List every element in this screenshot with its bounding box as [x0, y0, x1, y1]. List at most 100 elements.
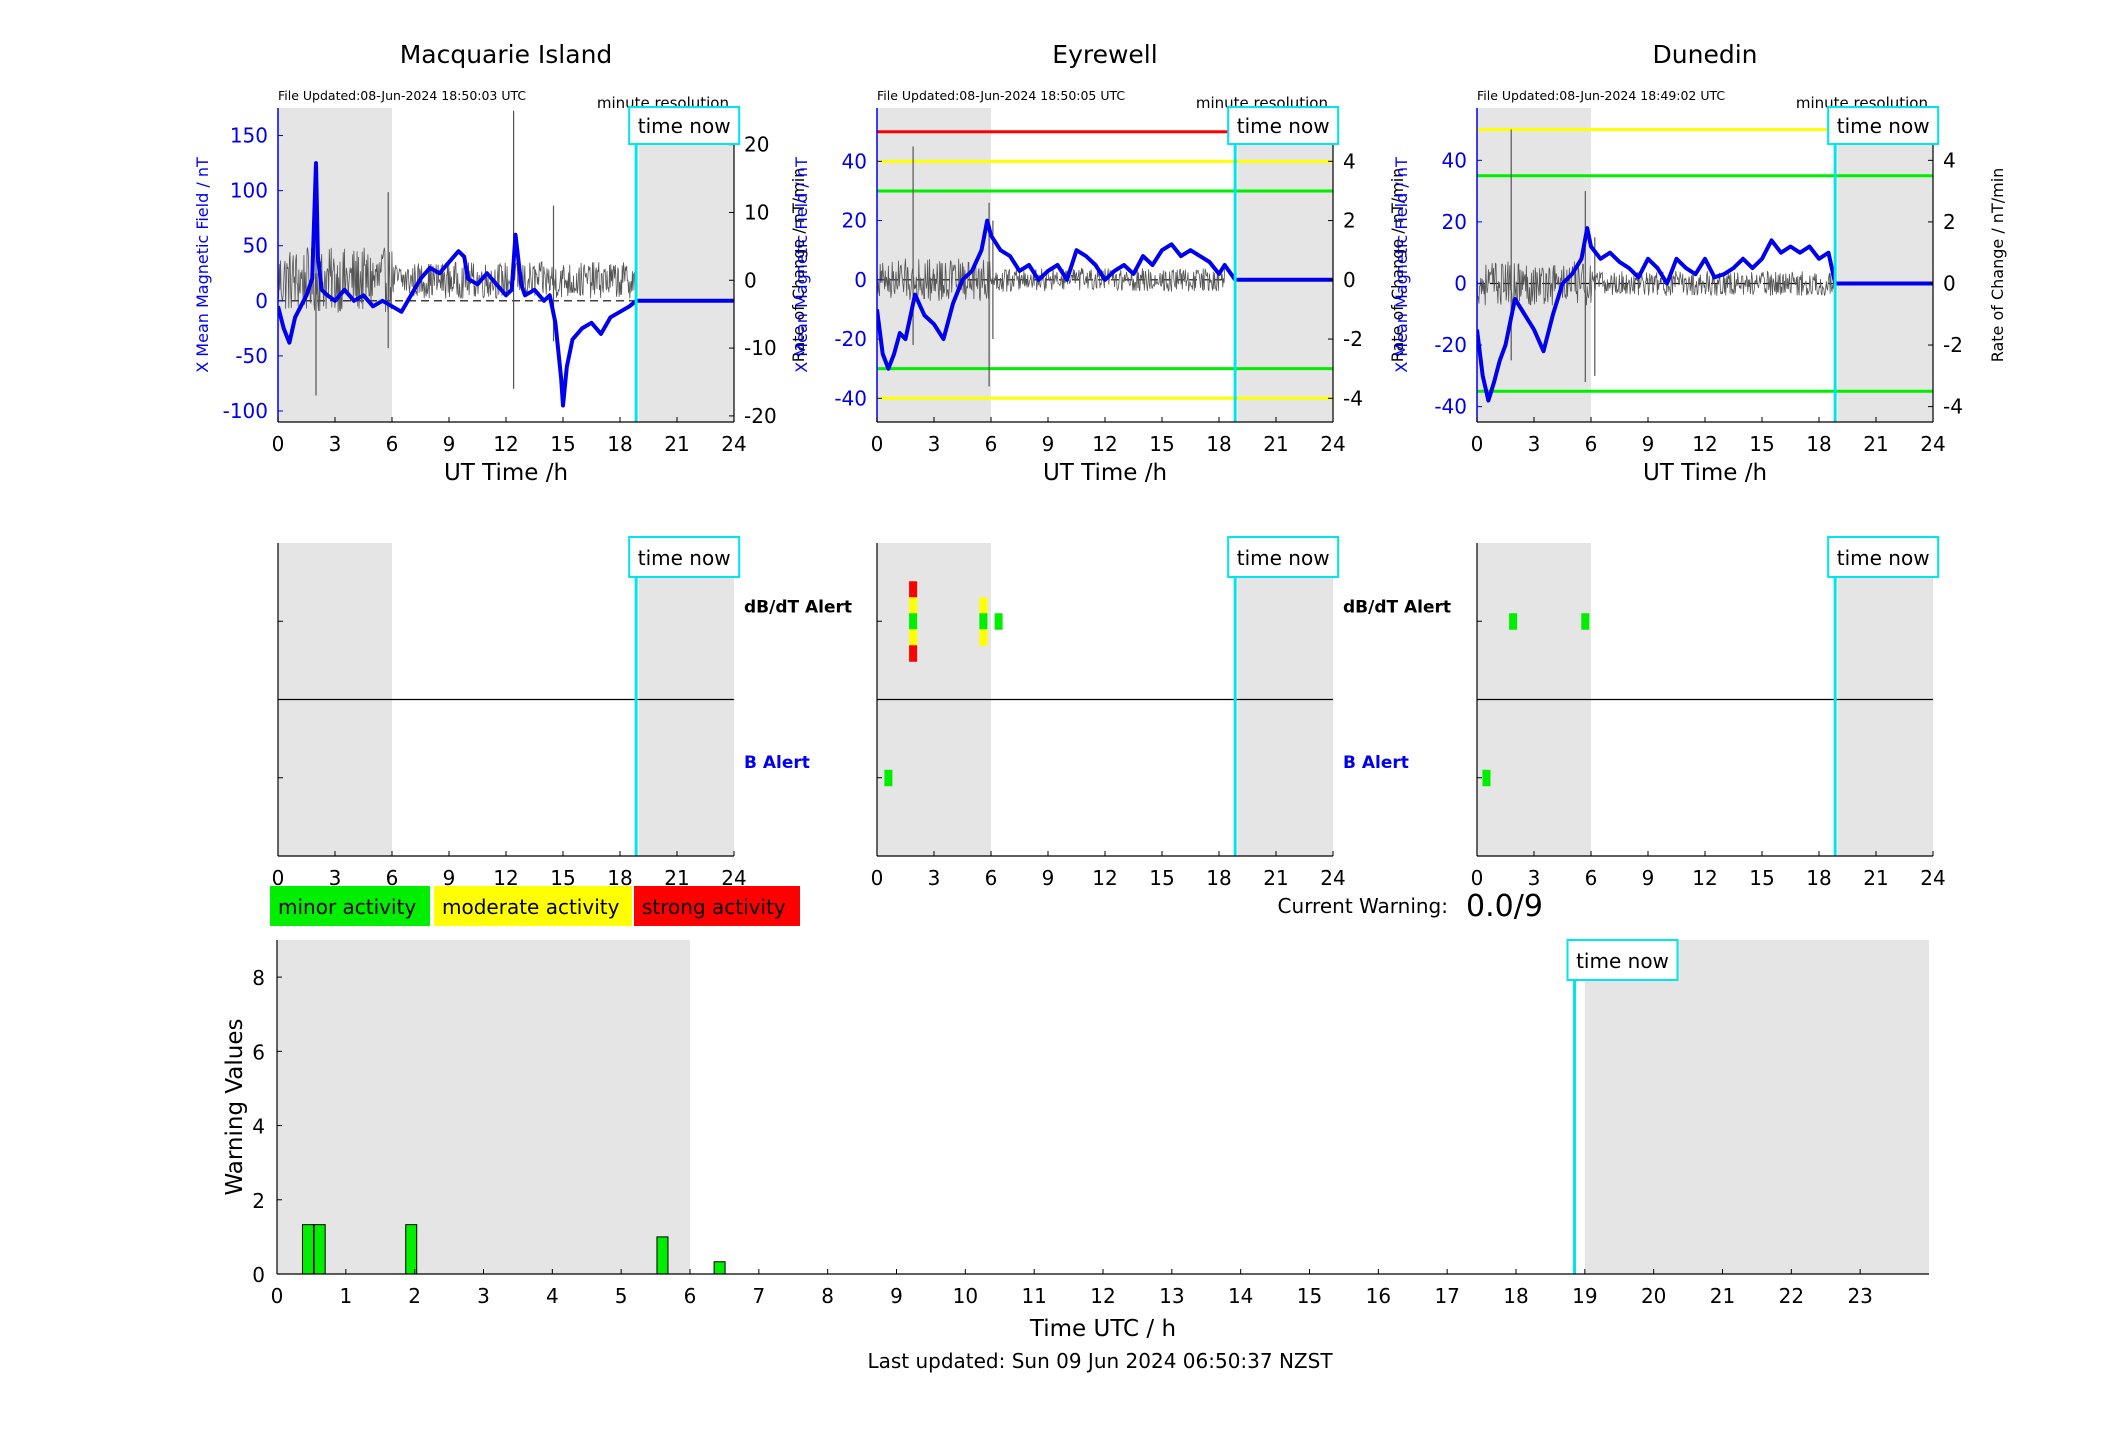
time-now-label: time now	[638, 546, 731, 570]
x-tick-label: 12	[1692, 866, 1717, 890]
y-axis-label: X Mean Magnetic Field / nT	[792, 157, 811, 373]
warning-values-chart: 0 1 2 3 4 5 6 7 8 9 10 11 12 13 14 15 16 17 18 19 20 21 22 23Ti…	[222, 939, 1929, 1342]
x-axis-label: Time UTC / h	[1029, 1316, 1176, 1342]
x-axis-label: UT Time /h	[444, 460, 568, 486]
x-tick-label: 24	[1920, 432, 1945, 456]
x-axis-label: UT Time /h	[1043, 460, 1167, 486]
x-tick-label: 3	[928, 866, 941, 890]
time-now-label: time now	[1576, 949, 1669, 973]
night-shading	[278, 108, 392, 422]
plot-area	[278, 108, 734, 422]
y2-tick-label: 20	[744, 133, 769, 157]
legend-label: strong activity	[642, 895, 786, 919]
dbdt-alert-bar	[1509, 613, 1518, 630]
b-alert-bar	[1482, 769, 1491, 787]
y-tick-label: 20	[1442, 210, 1467, 234]
x-tick-label: 6	[985, 432, 998, 456]
x-tick-label: 9	[1042, 866, 1055, 890]
y2-tick-label: 0	[1343, 268, 1356, 292]
time-now-box	[628, 106, 741, 145]
x-axis-label: UT Time /h	[1643, 460, 1767, 486]
x-tick-label: 9	[1642, 432, 1655, 456]
x-tick-label: 3	[928, 432, 941, 456]
x-tick-label: 3	[1528, 866, 1541, 890]
x-tick-label: 18	[1206, 432, 1231, 456]
y2-tick-label: 2	[1943, 210, 1956, 234]
dbdt-alert-bar	[909, 629, 918, 646]
y2-tick-label: 4	[1343, 149, 1356, 173]
y-tick-label: -50	[235, 344, 268, 368]
x-tick-label: 0	[272, 432, 285, 456]
x-tick-label: 24	[721, 432, 746, 456]
y2-tick-label: -4	[1943, 395, 1963, 419]
y-tick-label: 0	[1454, 271, 1467, 295]
time-now-box	[1827, 106, 1940, 145]
dbdt-alert-label: dB/dT Alert	[744, 597, 852, 617]
warning-bar	[301, 1224, 314, 1275]
file-updated-label: File Updated:08-Jun-2024 18:49:02 UTC	[1477, 88, 1725, 103]
time-now-box	[1566, 939, 1679, 981]
x-tick-label: 0	[272, 866, 285, 890]
night-shading	[277, 940, 690, 1274]
y-tick-label: 0	[854, 268, 867, 292]
x-tick-label: 15	[1149, 432, 1174, 456]
y-tick-label: -100	[223, 399, 268, 423]
y-tick-label: 0	[255, 289, 268, 313]
x-tick-label: 15	[550, 432, 575, 456]
dbdt-alert-bar	[909, 613, 918, 630]
x-tick-label: 14	[1228, 1284, 1253, 1308]
x-tick-label: 22	[1779, 1284, 1804, 1308]
y2-tick-label: 4	[1943, 148, 1956, 172]
file-updated-label: File Updated:08-Jun-2024 18:50:03 UTC	[278, 88, 526, 103]
x-tick-label: 3	[477, 1284, 490, 1308]
x-tick-label: 13	[1159, 1284, 1184, 1308]
x-tick-label: 17	[1434, 1284, 1459, 1308]
legend-swatch	[434, 886, 632, 926]
last-updated-label: Last updated: Sun 09 Jun 2024 06:50:37 N…	[867, 1349, 1333, 1373]
y-tick-label: -20	[834, 327, 867, 351]
y-tick-label: 0	[252, 1263, 265, 1287]
time-now-box	[1227, 106, 1340, 145]
x-tick-label: 11	[1021, 1284, 1046, 1308]
time-now-label: time now	[1837, 114, 1930, 138]
warning-bar	[405, 1224, 418, 1275]
y2-tick-label: 0	[744, 268, 757, 292]
x-tick-label: 12	[493, 432, 518, 456]
x-tick-label: 0	[1471, 432, 1484, 456]
y2-tick-label: 2	[1343, 209, 1356, 233]
x-tick-label: 6	[386, 866, 399, 890]
x-tick-label: 21	[1710, 1284, 1735, 1308]
x-tick-label: 15	[1149, 866, 1174, 890]
rate-of-change-series	[1477, 261, 1836, 306]
time-now-label: time now	[1237, 114, 1330, 138]
b-alert-label: B Alert	[744, 753, 810, 773]
y-axis-label: Warning Values	[222, 1018, 248, 1195]
x-tick-label: 2	[408, 1284, 421, 1308]
x-tick-label: 9	[443, 432, 456, 456]
x-tick-label: 3	[329, 432, 342, 456]
alert-panel-2: 0 3 6 9 12 15 18 21 24 dB/dT Alert B Alert time now	[871, 536, 1451, 890]
x-tick-label: 18	[607, 432, 632, 456]
y-tick-label: 40	[842, 149, 867, 173]
x-tick-label: 0	[871, 866, 884, 890]
legend-label: minor activity	[278, 895, 416, 919]
time-now-box	[1227, 536, 1340, 578]
y2-tick-label: 10	[744, 200, 769, 224]
y-tick-label: 20	[842, 209, 867, 233]
x-tick-label: 18	[1503, 1284, 1528, 1308]
y2-axis-label: Rate of Change / nT/min	[1388, 168, 1407, 363]
x-tick-label: 15	[1297, 1284, 1322, 1308]
station-chart-2: Eyrewell File Updated:08-Jun-2024 18:50:0…	[792, 40, 1407, 486]
dbdt-alert-bar	[909, 597, 918, 614]
x-tick-label: 0	[1471, 866, 1484, 890]
legend-swatch	[634, 886, 800, 926]
x-tick-label: 21	[664, 432, 689, 456]
current-warning-value: 0.0/9	[1466, 889, 1543, 924]
rate-of-change-series	[877, 258, 1226, 302]
y2-tick-label: -10	[744, 336, 777, 360]
y2-tick-label: -2	[1343, 327, 1363, 351]
y-axis-label: X Mean Magnetic Field / nT	[1392, 157, 1411, 373]
b-alert-bar	[884, 769, 893, 787]
